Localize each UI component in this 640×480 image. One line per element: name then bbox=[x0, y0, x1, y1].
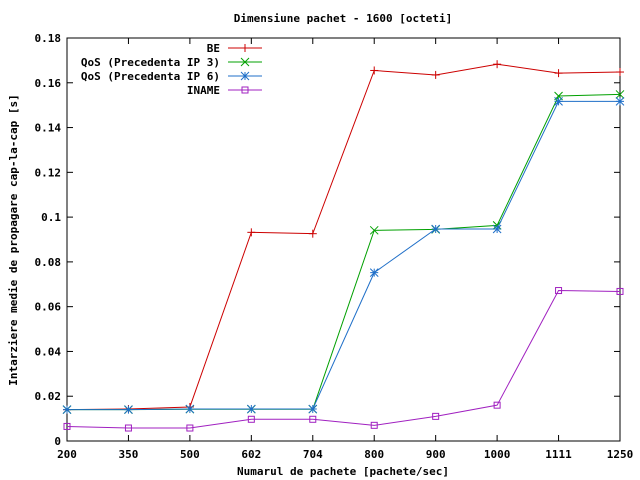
legend-marker bbox=[241, 44, 249, 52]
x-tick-label: 350 bbox=[119, 448, 139, 461]
series-line-1 bbox=[66, 63, 621, 411]
data-point-3 bbox=[62, 405, 72, 415]
data-point-1 bbox=[431, 70, 440, 79]
data-point-1 bbox=[308, 229, 317, 238]
y-tick-label: 0.04 bbox=[35, 345, 62, 358]
data-point-3 bbox=[185, 404, 195, 414]
x-tick-label: 1111 bbox=[545, 448, 572, 461]
data-point-4 bbox=[432, 412, 440, 420]
y-tick-label: 0.14 bbox=[35, 122, 62, 135]
data-point-3 bbox=[554, 97, 563, 106]
data-point-4 bbox=[616, 287, 624, 295]
legend-label: QoS (Precedenta IP 6) bbox=[81, 70, 220, 83]
data-point-3 bbox=[308, 404, 318, 414]
legend-label: BE bbox=[207, 42, 220, 55]
data-point-3 bbox=[369, 268, 379, 277]
data-point-4 bbox=[124, 424, 132, 432]
y-tick-label: 0.18 bbox=[35, 32, 62, 45]
data-point-4 bbox=[247, 415, 255, 423]
data-point-3 bbox=[124, 405, 133, 415]
data-point-4 bbox=[63, 422, 71, 430]
series-line-2 bbox=[67, 93, 621, 411]
data-point-3 bbox=[431, 224, 441, 234]
x-tick-label: 800 bbox=[364, 448, 384, 461]
data-point-2 bbox=[615, 90, 625, 99]
x-tick-label: 704 bbox=[303, 448, 323, 461]
x-tick-label: 500 bbox=[180, 448, 200, 461]
legend-label: INAME bbox=[187, 84, 220, 97]
data-point-1 bbox=[616, 68, 624, 77]
data-point-3 bbox=[492, 224, 502, 234]
data-point-1 bbox=[370, 66, 379, 75]
y-tick-label: 0.08 bbox=[35, 256, 62, 269]
y-tick-label: 0.02 bbox=[35, 390, 62, 403]
series-layer bbox=[62, 60, 625, 432]
y-tick-label: 0.16 bbox=[35, 77, 62, 90]
data-point-4 bbox=[555, 287, 563, 295]
data-point-3 bbox=[615, 97, 625, 106]
x-tick-label: 602 bbox=[241, 448, 261, 461]
y-tick-label: 0.1 bbox=[41, 211, 61, 224]
series-line-4 bbox=[66, 290, 621, 429]
x-tick-label: 900 bbox=[426, 448, 446, 461]
data-point-4 bbox=[186, 424, 194, 432]
data-point-1 bbox=[493, 60, 502, 69]
legend-marker bbox=[240, 71, 250, 81]
legend-label: QoS (Precedenta IP 3) bbox=[81, 56, 220, 69]
y-axis-label: Intarziere medie de propagare cap-la-cap… bbox=[7, 94, 20, 385]
data-point-4 bbox=[493, 401, 501, 409]
axis-ticks: 0 0.02 0.04 0.06 0.08 0.1 0.12 0.14 0.16 0.18 200 3… bbox=[35, 32, 634, 461]
x-axis-label: Numarul de pachete [pachete/sec] bbox=[237, 465, 449, 478]
series-line-3 bbox=[67, 100, 620, 411]
data-point-2 bbox=[369, 225, 379, 235]
x-tick-label: 1250 bbox=[607, 448, 634, 461]
chart-title: Dimensiune pachet - 1600 [octeti] bbox=[234, 12, 453, 25]
y-tick-label: 0.12 bbox=[35, 166, 62, 179]
legend-marker bbox=[241, 86, 249, 94]
data-point-1 bbox=[554, 69, 563, 78]
x-tick-label: 200 bbox=[57, 448, 77, 461]
x-tick-label: 1000 bbox=[484, 448, 511, 461]
data-point-4 bbox=[370, 421, 378, 429]
plot-area bbox=[66, 37, 621, 442]
y-tick-label: 0 bbox=[54, 435, 61, 448]
data-point-3 bbox=[246, 404, 256, 414]
legend-marker bbox=[240, 57, 250, 67]
y-tick-label: 0.06 bbox=[35, 301, 62, 314]
data-point-4 bbox=[309, 415, 317, 423]
data-point-1 bbox=[247, 228, 256, 237]
